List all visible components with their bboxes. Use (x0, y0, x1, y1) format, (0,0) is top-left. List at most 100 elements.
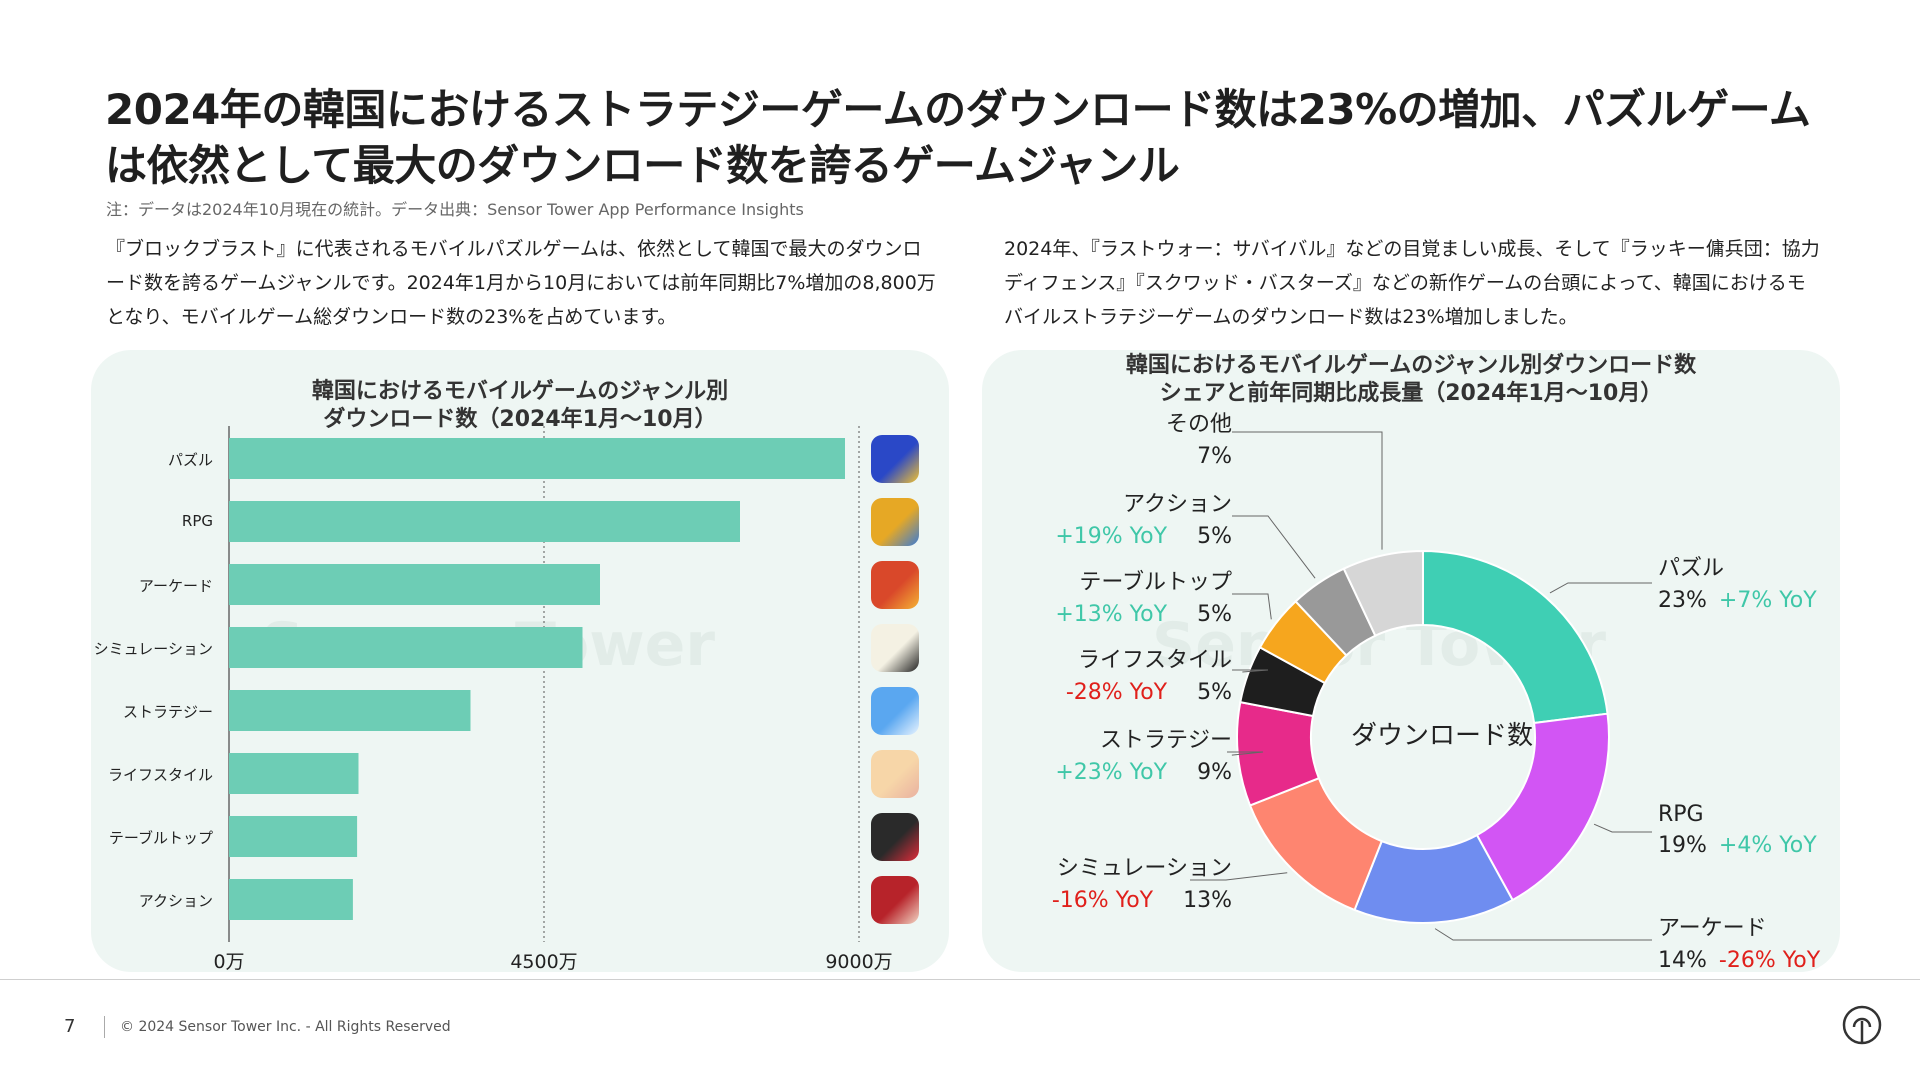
bar-chart-title-line-1: 韓国におけるモバイルゲームのジャンル別 (311, 379, 729, 404)
right-description: 2024年、『ラストウォー：サバイバル』などの目覚ましい成長、そして『ラッキー傭… (1004, 238, 1820, 328)
donut-chart-panel: Sensor Tower 韓国におけるモバイルゲームのジャンル別ダウンロード数 … (982, 350, 1840, 973)
arcade-app-icon (871, 561, 919, 609)
bar-x-axis-ticks: 0万 4500万 9000万 (91, 350, 949, 973)
bar-chart-panel: Sensor Tower 韓国におけるモバイルゲームのジャンル別 ダウンロード数… (91, 350, 949, 973)
bar-label-1: RPG (181, 511, 213, 530)
page-number: 7 (64, 1016, 76, 1037)
footer-divider (0, 979, 1920, 980)
bar-2 (229, 564, 600, 605)
slice-yoy-4: +23% YoY (1055, 760, 1168, 785)
strategy-app-icon (871, 687, 919, 735)
donut-slice-0 (1422, 549, 1609, 725)
bar-chart (228, 426, 860, 942)
slice-share-5: 5% (1197, 680, 1232, 705)
x-tick-label-0: 0万 (213, 951, 245, 973)
slice-yoy-0: +7% YoY (1718, 588, 1817, 613)
donut-slice-8 (1342, 549, 1424, 637)
slice-share-7: 5% (1197, 524, 1232, 549)
bar-chart-title: 韓国におけるモバイルゲームのジャンル別 ダウンロード数（2024年1月～10月） (91, 378, 949, 434)
donut-label-4: ストラテジー +23% YoY 9% (1002, 722, 1232, 785)
slice-value-row-4: +23% YoY 9% (1002, 760, 1232, 785)
slice-value-row-0: 23% +7% YoY (1658, 588, 1817, 613)
rpg-app-icon (871, 498, 919, 546)
simulation-app-icon (871, 624, 919, 672)
left-description: 『ブロックブラスト』に代表されるモバイルパズルゲームは、依然として韓国で最大のダ… (106, 238, 936, 328)
donut-label-7: アクション +19% YoY 5% (1002, 486, 1232, 549)
app-icons-column (91, 350, 949, 972)
bar-label-5: ライフスタイル (107, 765, 213, 784)
slice-name-2: アーケード (1658, 916, 1767, 941)
donut-label-6: テーブルトップ +13% YoY 5% (1002, 564, 1232, 627)
donut-chart-title: 韓国におけるモバイルゲームのジャンル別ダウンロード数 シェアと前年同期比成長量（… (982, 352, 1840, 408)
slice-name-3: シミュレーション (1056, 856, 1232, 881)
donut-center-label: ダウンロード数 (1350, 721, 1533, 751)
bar-label-0: パズル (167, 450, 213, 469)
slice-name-8: その他 (1165, 412, 1232, 437)
bar-label-3: シミュレーション (93, 639, 213, 658)
bar-label-2: アーケード (138, 576, 213, 595)
slice-name-7: アクション (1123, 492, 1232, 517)
slice-value-row-5: -28% YoY 5% (1002, 680, 1232, 705)
sensor-tower-logo-icon (1842, 1005, 1882, 1045)
donut-slice-labels: パズル 23% +7% YoY RPG 19% +4% YoY アーケード 14% -26% Y… (982, 350, 1840, 973)
leader-line-2 (1434, 928, 1652, 941)
slice-share-8: 7% (1197, 444, 1232, 469)
slice-name-6: テーブルトップ (1079, 570, 1232, 595)
slice-yoy-6: +13% YoY (1055, 602, 1168, 627)
leader-line-3 (1190, 872, 1288, 881)
bar-6 (229, 816, 358, 857)
slice-yoy-3: -16% YoY (1051, 888, 1154, 913)
donut-label-0: パズル 23% +7% YoY (1658, 550, 1817, 613)
source-note: 注：データは2024年10月現在の統計。データ出典：Sensor Tower A… (106, 200, 804, 219)
slice-share-0: 23% (1658, 588, 1707, 613)
slice-share-4: 9% (1197, 760, 1232, 785)
leader-line-5 (1232, 669, 1269, 673)
block-puzzle-icon (871, 435, 919, 483)
slice-name-1: RPG (1658, 802, 1704, 827)
slice-value-row-2: 14% -26% YoY (1658, 948, 1820, 973)
leader-line-4 (1227, 751, 1264, 756)
donut-label-1: RPG 19% +4% YoY (1658, 802, 1817, 858)
slice-yoy-2: -26% YoY (1718, 948, 1821, 973)
tabletop-app-icon (871, 813, 919, 861)
leader-line-8 (1232, 431, 1383, 550)
bar-label-4: ストラテジー (122, 702, 213, 721)
x-tick-label-1: 4500万 (510, 951, 578, 973)
copyright-text: © 2024 Sensor Tower Inc. - All Rights Re… (120, 1019, 451, 1035)
slice-value-row-1: 19% +4% YoY (1658, 833, 1817, 858)
bar-category-labels: パズル RPG アーケードシミュレーションストラテジーライフスタイル テーブルトップア… (91, 350, 213, 972)
donut-chart-title-line-2: シェアと前年同期比成長量（2024年1月～10月） (1159, 381, 1663, 406)
donut-label-2: アーケード 14% -26% YoY (1658, 910, 1820, 973)
slice-share-3: 13% (1183, 888, 1232, 913)
leader-line-6 (1232, 593, 1272, 620)
bar-4 (229, 690, 471, 731)
slice-share-2: 14% (1658, 948, 1707, 973)
bar-3 (229, 627, 583, 668)
slice-yoy-5: -28% YoY (1065, 680, 1168, 705)
donut-chart (1190, 431, 1652, 941)
x-tick-label-2: 9000万 (825, 951, 893, 973)
bar-label-6: テーブルトップ (108, 828, 213, 847)
lifestyle-app-icon (871, 750, 919, 798)
leader-line-7 (1232, 515, 1316, 579)
slice-value-row-3: -16% YoY 13% (1002, 888, 1232, 913)
bar-1 (229, 501, 740, 542)
donut-label-8: その他 7% (1002, 406, 1232, 469)
slice-yoy-1: +4% YoY (1718, 833, 1817, 858)
slice-name-4: ストラテジー (1099, 728, 1232, 753)
bar-7 (229, 879, 353, 920)
donut-chart-title-line-1: 韓国におけるモバイルゲームのジャンル別ダウンロード数 (1125, 353, 1697, 378)
slice-name-0: パズル (1658, 556, 1725, 581)
leader-line-1 (1593, 823, 1652, 833)
bar-chart-title-line-2: ダウンロード数（2024年1月～10月） (323, 407, 717, 432)
slice-value-row-8: 7% (1002, 444, 1232, 469)
footer-separator (104, 1016, 105, 1038)
slice-share-6: 5% (1197, 602, 1232, 627)
leader-line-0 (1549, 582, 1652, 594)
bar-0 (229, 438, 845, 479)
donut-label-3: シミュレーション -16% YoY 13% (1002, 850, 1232, 913)
slice-share-1: 19% (1658, 833, 1707, 858)
action-app-icon (871, 876, 919, 924)
bar-label-7: アクション (138, 891, 213, 910)
slice-yoy-7: +19% YoY (1055, 524, 1168, 549)
